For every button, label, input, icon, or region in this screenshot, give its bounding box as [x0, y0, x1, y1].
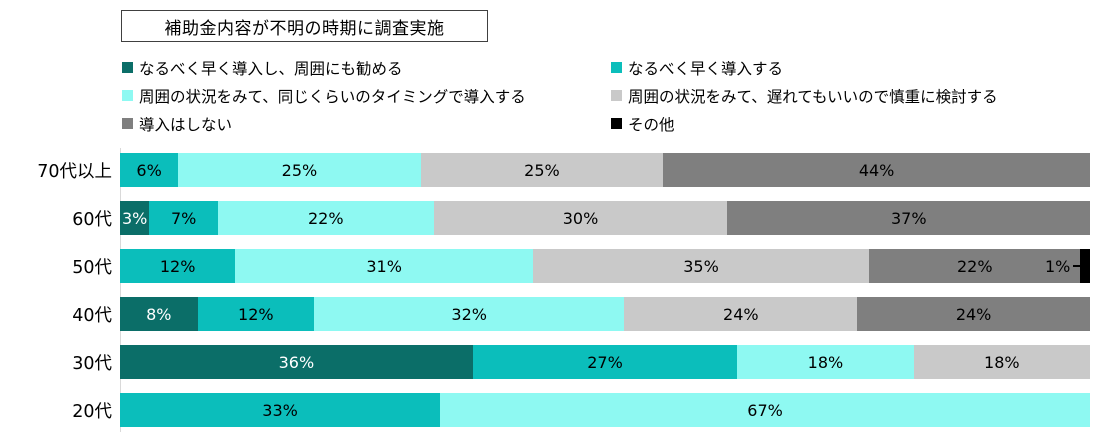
category-label: 70代以上 [37, 161, 112, 182]
segment-value-label: 24% [955, 304, 992, 324]
bar-segment: 12% [120, 249, 236, 283]
chart-row: 20代 33% 67% [0, 386, 1090, 434]
y-axis-line [120, 148, 121, 432]
segment-value-label: 22% [956, 256, 993, 276]
legend-swatch-icon [611, 118, 622, 129]
segment-value-label: 6% [136, 160, 162, 180]
segment-value-label: 35% [683, 256, 719, 276]
segment-value-label: 32% [451, 304, 487, 324]
bar-segment: 30% [433, 201, 728, 235]
legend-item: 導入はしない [122, 113, 611, 134]
leader-line [1073, 265, 1081, 267]
segment-value-label: 8% [146, 304, 172, 324]
bar-segment: 67% [440, 393, 1090, 427]
legend-label: なるべく早く導入する [628, 59, 784, 78]
segment-value-label: 44% [858, 160, 895, 180]
segment-value-label: 7% [170, 208, 197, 228]
bar-segment: 32% [314, 297, 625, 331]
chart-legend: なるべく早く導入し、周囲にも勧める なるべく早く導入する周囲の状況をみて、同じくら… [122, 57, 1087, 134]
segment-value-label: 36% [278, 352, 315, 372]
segment-value-label: 33% [262, 400, 298, 420]
bar-segment: 1% [1045, 249, 1090, 283]
segment-value-label: 18% [984, 352, 1020, 372]
bar-segment: 25% [420, 153, 664, 187]
legend-item: 周囲の状況をみて、同じくらいのタイミングで導入する [122, 85, 611, 106]
category-label: 30代 [72, 353, 112, 374]
bar-segment: 35% [532, 249, 870, 283]
chart-row: 50代 12% 31% 35% 22% 1% [0, 242, 1090, 290]
chart-row: 60代 3% 7% 22% 30% 37% [0, 194, 1090, 242]
stacked-bar: 6% 25% 25% 44% [120, 153, 1090, 187]
legend-label: 導入はしない [139, 115, 233, 134]
chart-row: 30代 36% 27% 18% 18% [0, 338, 1090, 386]
segment-value-label: 3% [122, 208, 148, 228]
legend-label: 周囲の状況をみて、同じくらいのタイミングで導入する [139, 87, 526, 106]
bar-segment: 22% [869, 249, 1081, 283]
segment-value-label: 22% [307, 208, 344, 228]
segment-value-label: 24% [723, 304, 759, 324]
legend-item: なるべく早く導入する [611, 57, 1087, 78]
bar-segment: 24% [857, 297, 1090, 331]
segment-value-label: 31% [366, 256, 402, 276]
legend-label: 周囲の状況をみて、遅れてもいいので慎重に検討する [628, 87, 998, 106]
legend-label: なるべく早く導入し、周囲にも勧める [139, 59, 403, 78]
segment-value-label: 37% [890, 208, 927, 228]
bar-segment: 36% [120, 345, 473, 379]
bar-segment: 18% [737, 345, 914, 379]
chart-title: 補助金内容が不明の時期に調査実施 [164, 18, 445, 39]
stacked-bar: 33% 67% [120, 393, 1090, 427]
bar-segment: 7% [149, 201, 218, 235]
legend-item: なるべく早く導入し、周囲にも勧める [122, 57, 611, 78]
segment-value-label: 67% [747, 400, 783, 420]
legend-swatch-icon [122, 90, 133, 101]
category-label: 40代 [72, 305, 112, 326]
segment-value-label: 25% [281, 160, 318, 180]
bar-segment: 33% [120, 393, 441, 427]
stacked-bar: 36% 27% 18% 18% [120, 345, 1090, 379]
segment-value-label: 27% [587, 352, 623, 372]
legend-swatch-icon [122, 118, 133, 129]
category-label: 60代 [72, 209, 112, 230]
segment-value-label: 12% [159, 256, 196, 276]
stacked-bar: 3% 7% 22% 30% 37% [120, 201, 1090, 235]
segment-value-label: 1% [1045, 256, 1071, 276]
legend-swatch-icon [122, 62, 133, 73]
stacked-bar: 12% 31% 35% 22% 1% [120, 249, 1090, 283]
segment-value-label: 18% [807, 352, 844, 372]
stacked-bar: 8% 12% 32% 24% 24% [120, 297, 1090, 331]
bar-segment: 6% [120, 153, 179, 187]
bar-segment: 8% [120, 297, 198, 331]
legend-swatch-icon [611, 90, 622, 101]
chart-row: 70代以上 6% 25% 25% 44% [0, 146, 1090, 194]
segment-value-label: 25% [524, 160, 560, 180]
stacked-bar-chart: 70代以上 6% 25% 25% 44% 60代 3% 7% 22% 30% 37% 50代 12% 31… [0, 146, 1090, 434]
bar-segment: 24% [624, 297, 858, 331]
category-label: 20代 [72, 401, 112, 422]
legend-item: 周囲の状況をみて、遅れてもいいので慎重に検討する [611, 85, 1087, 106]
bar-segment: 31% [235, 249, 533, 283]
chart-title-box: 補助金内容が不明の時期に調査実施 [121, 10, 488, 42]
bar-segment: 27% [472, 345, 738, 379]
bar-segment: 3% [120, 201, 150, 235]
bar-segment: 12% [197, 297, 314, 331]
legend-swatch-icon [611, 62, 622, 73]
bar-segment: 18% [913, 345, 1090, 379]
bar-segment: 37% [727, 201, 1090, 235]
legend-item: その他 [611, 113, 1087, 134]
bar-segment: 25% [178, 153, 421, 187]
category-label: 50代 [72, 257, 112, 278]
segment-value-label: 30% [562, 208, 599, 228]
bar-segment: 22% [217, 201, 434, 235]
chart-row: 40代 8% 12% 32% 24% 24% [0, 290, 1090, 338]
legend-label: その他 [628, 115, 675, 134]
segment-value-label: 12% [238, 304, 274, 324]
bar-segment: 44% [663, 153, 1090, 187]
